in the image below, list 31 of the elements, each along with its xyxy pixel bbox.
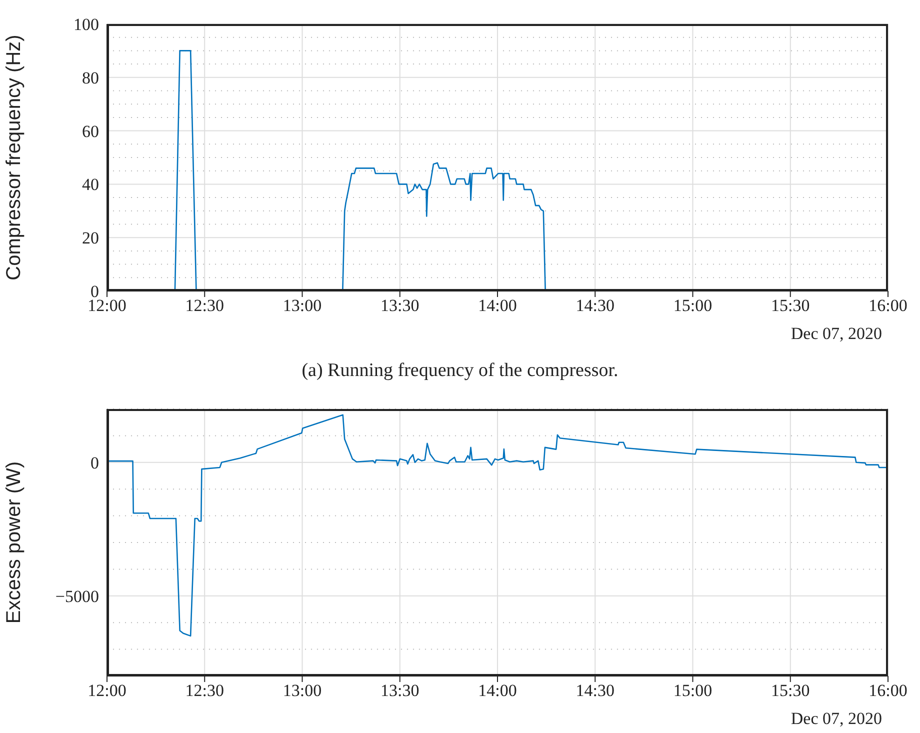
y-axis-title: Excess power (W) [3, 461, 26, 624]
x-tick-label: 16:00 [868, 296, 908, 316]
y-tick-label: −5000 [55, 586, 99, 606]
x-tick-label: 14:30 [576, 681, 614, 700]
x-tick-label: 15:00 [673, 681, 712, 700]
x-tick-label: 15:30 [771, 296, 810, 316]
y-tick-label: 80 [82, 68, 99, 88]
x-tick-label: 15:30 [771, 681, 810, 700]
y-tick-label: 60 [82, 122, 99, 141]
x-tick-label: 14:00 [478, 681, 517, 700]
y-tick-label: 40 [82, 175, 99, 194]
x-tick-label: 12:30 [185, 296, 224, 316]
x-tick-label: 12:30 [185, 681, 224, 700]
line-series [107, 414, 888, 637]
x-tick-label: 14:30 [576, 296, 614, 316]
y-tick-label: 20 [82, 228, 99, 248]
x-tick-label: 13:30 [380, 296, 420, 316]
x-tick-label: 15:00 [673, 296, 712, 316]
y-tick-label: 0 [90, 453, 99, 472]
x-tick-label: 12:00 [88, 296, 126, 316]
x-tick-label: 13:00 [282, 296, 322, 316]
x-tick-label: 12:00 [88, 681, 126, 700]
y-axis-title: Compressor frequency (Hz) [3, 34, 26, 280]
x-tick-label: 13:30 [380, 681, 420, 700]
x-tick-label: 16:00 [868, 681, 908, 700]
x-tick-label: 13:00 [282, 681, 322, 700]
text: Dec 07, 2020 [790, 324, 882, 344]
y-tick-label: 100 [74, 15, 99, 34]
text: Dec 07, 2020 [790, 709, 882, 729]
x-tick-label: 14:00 [478, 296, 517, 316]
text: (a) Running frequency of the compressor. [300, 360, 620, 382]
